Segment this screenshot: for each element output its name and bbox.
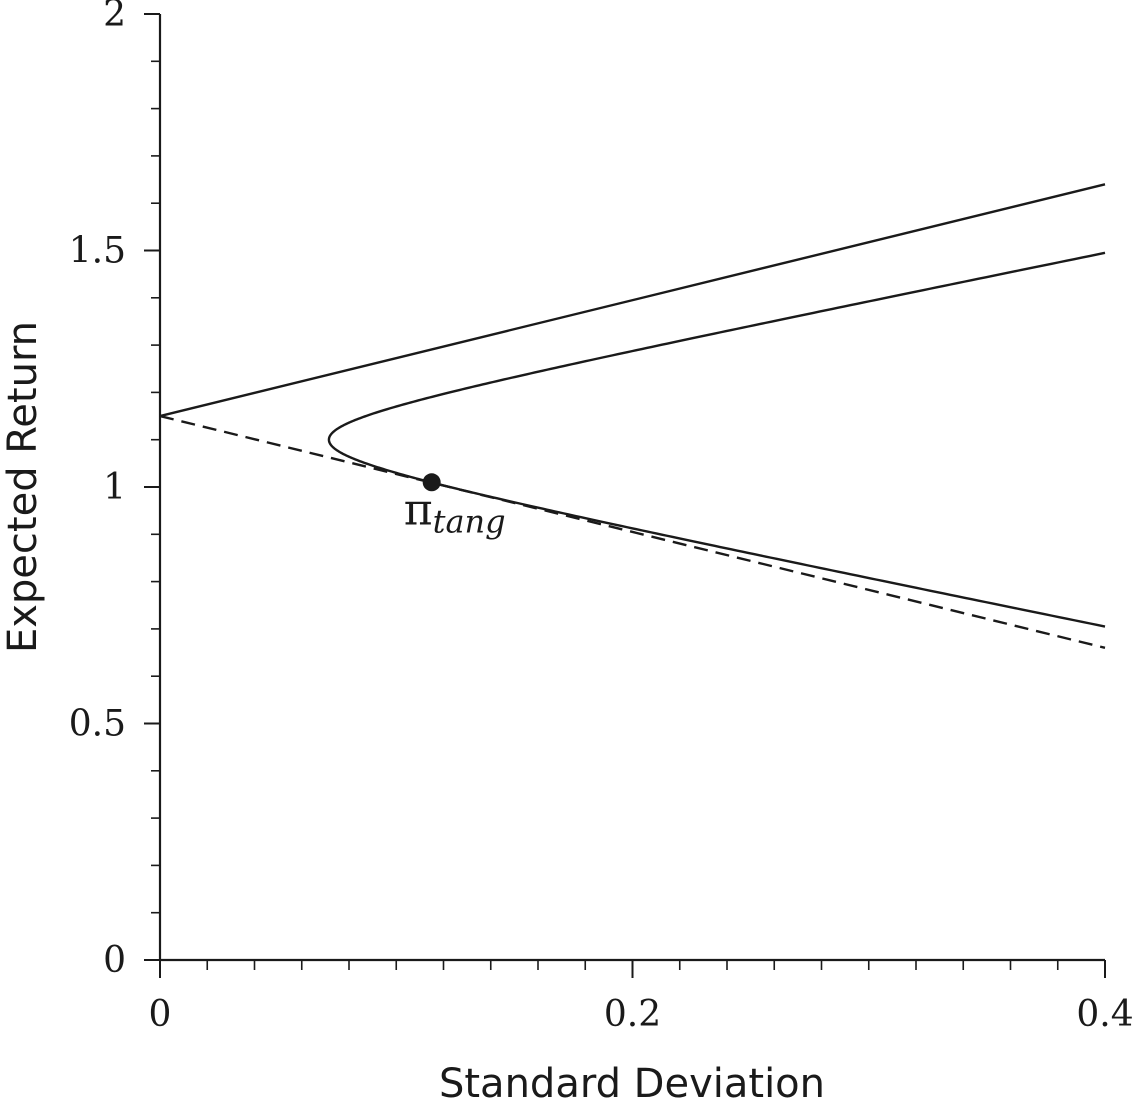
series-group [159, 183, 1106, 649]
series-line-1 [159, 183, 1106, 418]
tangency-point-label: πtang [404, 484, 506, 540]
y-tick-label: 0.5 [69, 704, 126, 745]
tangency-point [422, 473, 441, 492]
x-tick-label: 0.4 [1076, 994, 1132, 1035]
x-tick-label: 0.2 [604, 994, 661, 1035]
series-line-2 [327, 251, 1106, 628]
x-axis-title: Standard Deviation [439, 1061, 825, 1101]
y-tick-label: 1 [103, 467, 126, 508]
y-tick-label: 1.5 [69, 231, 126, 272]
series-line-3 [159, 414, 1106, 649]
x-tick-label: 0 [149, 994, 172, 1035]
points-group: πtang [404, 473, 506, 540]
y-tick-label: 2 [103, 0, 126, 35]
y-axis-title: Expected Return [0, 321, 46, 653]
axis-ticks: 0 0.2 0.4 0 0.5 1 1.5 2 [69, 0, 1132, 1035]
axes [158, 14, 1105, 962]
y-tick-label: 0 [103, 940, 126, 981]
